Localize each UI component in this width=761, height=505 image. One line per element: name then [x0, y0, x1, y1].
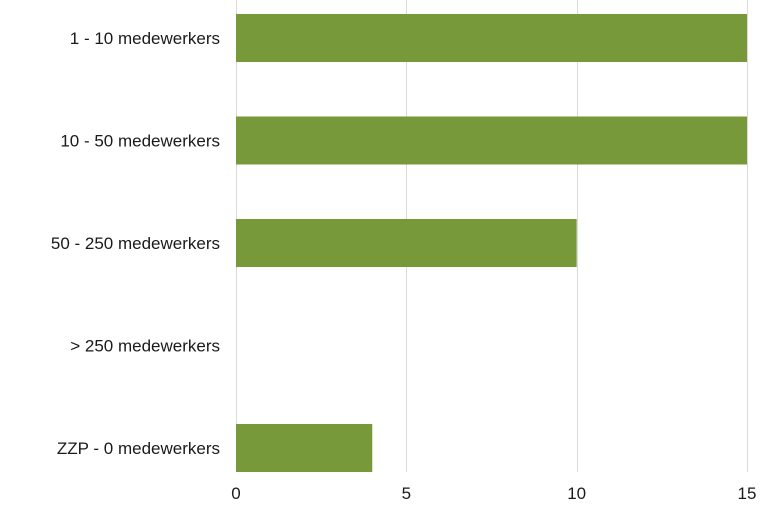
bar — [236, 14, 747, 62]
category-label: 10 - 50 medewerkers — [60, 132, 220, 151]
category-label: 1 - 10 medewerkers — [70, 29, 220, 48]
category-label: > 250 medewerkers — [70, 337, 220, 356]
x-tick-label: 0 — [231, 484, 240, 503]
bars — [236, 14, 747, 472]
x-tick-labels: 0 5 10 15 — [231, 484, 756, 503]
category-label: ZZP - 0 medewerkers — [57, 439, 220, 458]
bar — [236, 424, 373, 472]
x-tick-label: 15 — [738, 484, 757, 503]
x-tick-label: 10 — [567, 484, 586, 503]
bar — [236, 116, 747, 165]
x-tick-label: 5 — [402, 484, 411, 503]
category-label: 50 - 250 medewerkers — [51, 234, 220, 253]
bar — [236, 219, 577, 267]
category-labels: 1 - 10 medewerkers 10 - 50 medewerkers 50 … — [51, 29, 220, 458]
